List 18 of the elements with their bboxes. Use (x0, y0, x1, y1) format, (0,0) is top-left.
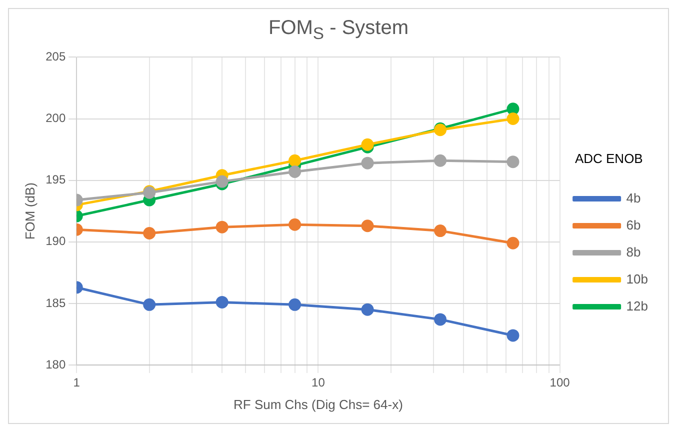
legend-label: 4b (626, 190, 641, 206)
legend-label: 12b (626, 298, 648, 314)
x-axis-title: RF Sum Chs (Dig Chs= 64-x) (234, 396, 403, 412)
y-tick-label: 195 (46, 172, 66, 187)
y-tick-label: 185 (46, 296, 66, 310)
chart-title: FOM$_{S}$ - System (267, 16, 410, 45)
x-tick-label: 10 (312, 376, 326, 390)
legend-label: 10b (626, 271, 648, 286)
y-tick-label: 180 (46, 357, 66, 372)
y-tick-label: 190 (46, 234, 66, 248)
x-tick-label: 100 (550, 376, 570, 390)
x-tick-label: 1 (73, 376, 80, 390)
y-tick-label: 205 (46, 50, 66, 64)
legend-label: 8b (626, 244, 641, 260)
y-tick-label: 200 (46, 111, 66, 126)
legend-label: 6b (626, 217, 641, 232)
y-axis-title: FOM (dB) (22, 182, 38, 240)
legend-title: ADC ENOB (574, 150, 643, 166)
